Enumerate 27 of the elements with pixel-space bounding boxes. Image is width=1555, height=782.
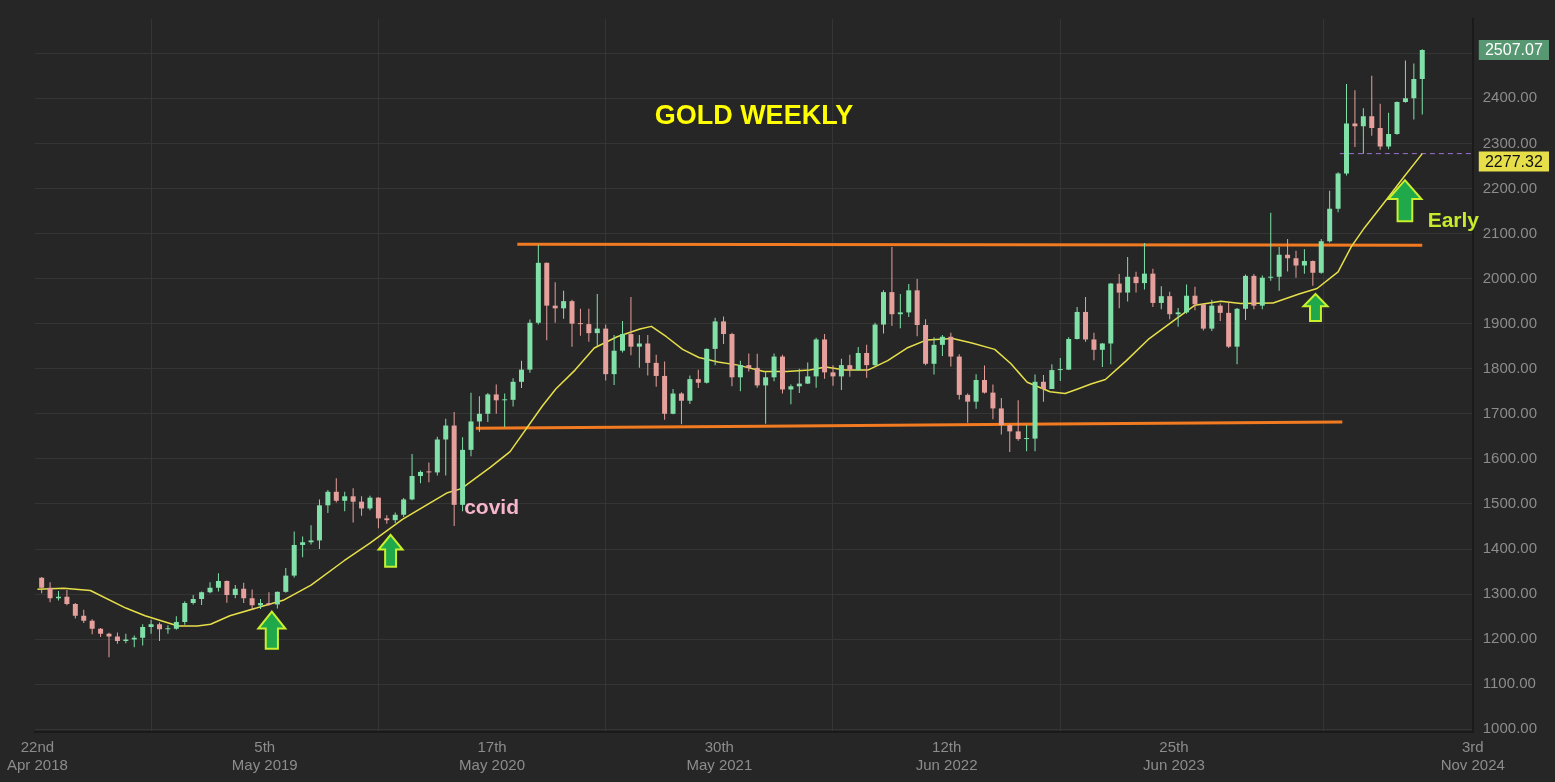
x-tick-label: 17th May 2020 xyxy=(459,738,525,774)
y-tick-label: 1500.00 xyxy=(1482,494,1538,512)
y-tick-label: 1600.00 xyxy=(1482,449,1538,467)
y-tick-label: 1100.00 xyxy=(1482,674,1536,692)
x-tick-label: 25th Jun 2023 xyxy=(1143,738,1205,774)
y-tick-label: 1000.00 xyxy=(1482,719,1538,737)
annotation: Early xyxy=(1427,207,1480,231)
text: 2277.32 xyxy=(1484,152,1543,170)
y-tick-label: 1700.00 xyxy=(1482,403,1538,421)
x-tick-label: 5th May 2019 xyxy=(231,738,298,774)
y-tick-label: 1800.00 xyxy=(1482,358,1538,376)
y-tick-label: 2100.00 xyxy=(1482,223,1538,241)
x-tick-label: 30th May 2021 xyxy=(686,738,753,774)
y-tick-label: 2300.00 xyxy=(1482,133,1538,151)
y-tick-label: 2400.00 xyxy=(1482,88,1538,106)
text: 2507.07 xyxy=(1484,41,1543,59)
y-tick-label: 1300.00 xyxy=(1482,584,1538,602)
y-tick-label: 1900.00 xyxy=(1482,313,1538,331)
y-tick-label: 1400.00 xyxy=(1482,539,1538,557)
text: GOLD WEEKLY xyxy=(654,100,854,131)
annotation: covid xyxy=(464,495,520,519)
y-tick-label: 2200.00 xyxy=(1482,178,1538,196)
x-tick-label: 22nd Apr 2018 xyxy=(7,738,68,774)
y-tick-label: 1200.00 xyxy=(1482,629,1538,647)
x-tick-label: 3rd Nov 2024 xyxy=(1440,738,1505,774)
y-tick-label: 2000.00 xyxy=(1482,268,1538,286)
x-tick-label: 12th Jun 2022 xyxy=(915,738,978,774)
